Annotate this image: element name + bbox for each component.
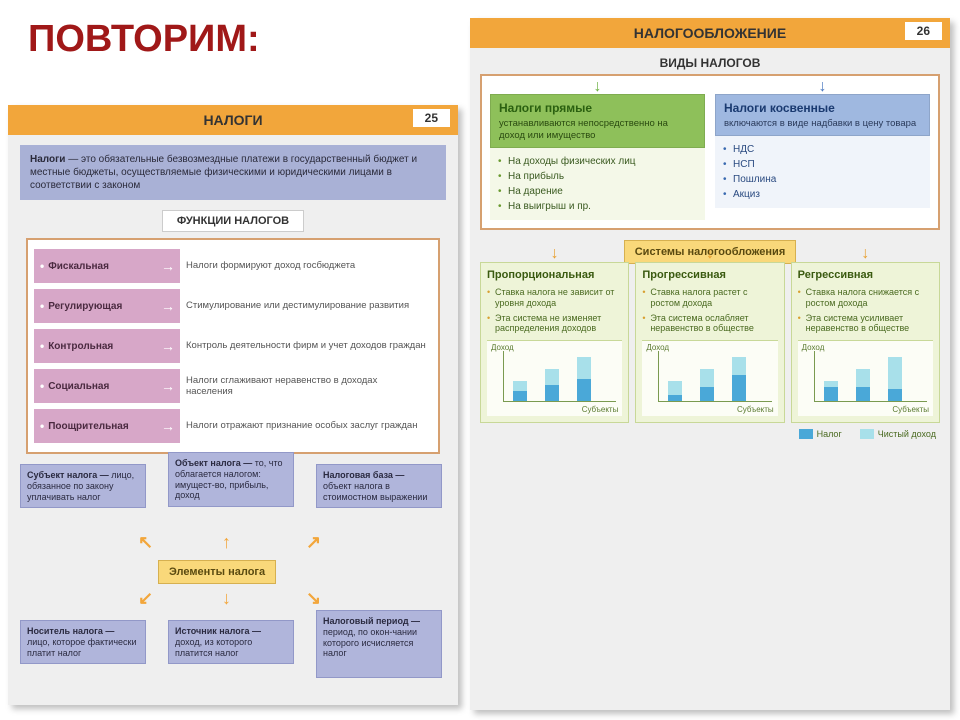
intro-term: Налоги — [30, 154, 65, 165]
right-page-num: 26 — [905, 22, 942, 40]
system-name: Пропорциональная — [481, 269, 628, 285]
box-period: Налоговый период — период, по окон-чании… — [316, 610, 442, 678]
system-col: ↓ПропорциональнаяСтавка налога не зависи… — [480, 262, 629, 423]
functions-title: ФУНКЦИИ НАЛОГОВ — [162, 210, 304, 232]
list-item: На дарение — [498, 184, 697, 199]
box-base: Налоговая база — объект налога в стоимос… — [316, 464, 442, 508]
function-row: Регулирующая→Стимулирование или дестимул… — [34, 286, 432, 326]
box-source: Источник налога — доход, из которого пла… — [168, 620, 294, 664]
box-subject: Субъект налога — лицо, обязанное по зако… — [20, 464, 146, 508]
right-header: НАЛОГООБЛОЖЕНИЕ 26 — [470, 18, 950, 48]
right-header-title: НАЛОГООБЛОЖЕНИЕ — [470, 25, 950, 41]
box-carrier: Носитель налога — лицо, которое фактичес… — [20, 620, 146, 664]
arrow-down-icon: ↓ — [551, 245, 559, 263]
system-name: Регрессивная — [792, 269, 939, 285]
types-subhead: ВИДЫ НАЛОГОВ — [470, 56, 950, 70]
direct-list: На доходы физических лицНа прибыльНа дар… — [490, 148, 705, 220]
arrow-down-icon: ↓ — [706, 245, 714, 263]
intro-text: — это обязательные безвозмездные платежи… — [30, 154, 417, 191]
systems-row: ↓ПропорциональнаяСтавка налога не зависи… — [480, 262, 940, 423]
system-points: Ставка налога снижается с ростом доходаЭ… — [792, 285, 939, 336]
functions-table: Фискальная→Налоги формируют доход госбюд… — [26, 238, 440, 454]
types-wrap: ↓ Налоги прямые устанавливаются непосред… — [480, 74, 940, 230]
function-row: Контрольная→Контроль деятельности фирм и… — [34, 326, 432, 366]
system-col: ↓ПрогрессивнаяСтавка налога растет с рос… — [635, 262, 784, 423]
elements-center: Элементы налога — [158, 560, 276, 584]
function-row: Поощрительная→Налоги отражают признание … — [34, 406, 432, 446]
list-item: Акциз — [723, 187, 922, 202]
indirect-col: ↓ Налоги косвенные включаются в виде над… — [715, 94, 930, 220]
arrow-down-icon: ↓ — [594, 78, 602, 96]
mini-chart: ДоходСубъекты — [642, 340, 777, 416]
elements-diagram: Субъект налога — лицо, обязанное по зако… — [8, 460, 458, 715]
list-item: НДС — [723, 142, 922, 157]
left-panel: НАЛОГИ 25 Налоги — это обязательные безв… — [8, 105, 458, 705]
system-name: Прогрессивная — [636, 269, 783, 285]
direct-col: ↓ Налоги прямые устанавливаются непосред… — [490, 94, 705, 220]
list-item: На выигрыш и пр. — [498, 199, 697, 214]
system-points: Ставка налога растет с ростом доходаЭта … — [636, 285, 783, 336]
list-item: На доходы физических лиц — [498, 154, 697, 169]
left-header-title: НАЛОГИ — [8, 112, 458, 128]
system-points: Ставка налога не зависит от уровня доход… — [481, 285, 628, 336]
arrow-down-icon: ↓ — [861, 245, 869, 263]
indirect-head: Налоги косвенные включаются в виде надба… — [715, 94, 930, 136]
list-item: На прибыль — [498, 169, 697, 184]
left-header: НАЛОГИ 25 — [8, 105, 458, 135]
function-row: Фискальная→Налоги формируют доход госбюд… — [34, 246, 432, 286]
arrow-down-icon: ↓ — [819, 78, 827, 96]
list-item: НСП — [723, 157, 922, 172]
direct-head: Налоги прямые устанавливаются непосредст… — [490, 94, 705, 148]
left-page-num: 25 — [413, 109, 450, 127]
intro-definition: Налоги — это обязательные безвозмездные … — [20, 145, 446, 200]
chart-legend: Налог Чистый доход — [470, 429, 936, 439]
function-row: Социальная→Налоги сглаживают неравенство… — [34, 366, 432, 406]
page-title: ПОВТОРИМ: — [28, 18, 260, 61]
box-object: Объект налога — то, что облагается налог… — [168, 452, 294, 507]
indirect-list: НДСНСППошлинаАкциз — [715, 136, 930, 208]
list-item: Пошлина — [723, 172, 922, 187]
right-panel: НАЛОГООБЛОЖЕНИЕ 26 ВИДЫ НАЛОГОВ ↓ Налоги… — [470, 18, 950, 710]
mini-chart: ДоходСубъекты — [487, 340, 622, 416]
system-col: ↓РегрессивнаяСтавка налога снижается с р… — [791, 262, 940, 423]
mini-chart: ДоходСубъекты — [798, 340, 933, 416]
